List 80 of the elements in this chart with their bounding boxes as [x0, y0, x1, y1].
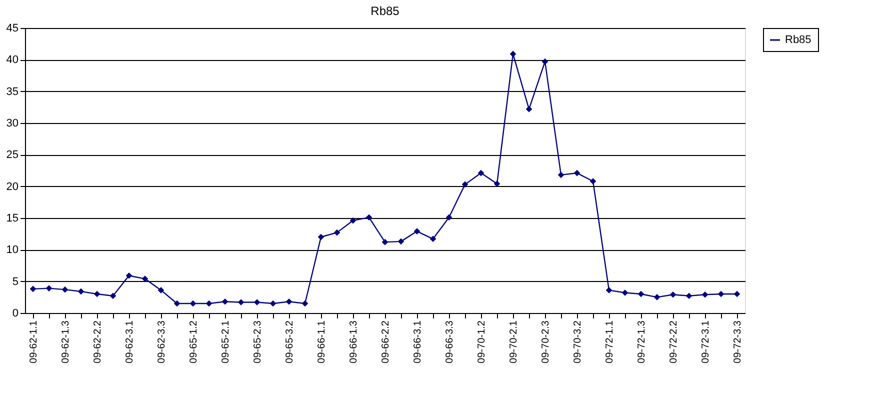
x-tick-label: 09-65-2.3 [252, 320, 264, 364]
point [30, 286, 36, 292]
point [510, 50, 516, 58]
x-tick-label: 09-66-3.1 [412, 320, 424, 364]
x-tick-label: 09-72-3.3 [732, 320, 744, 364]
point [590, 178, 596, 184]
x-tick-label: 09-72-1.3 [636, 320, 648, 364]
y-tick-label: 10 [6, 244, 18, 256]
point [478, 170, 484, 176]
point [542, 58, 548, 65]
point [398, 238, 404, 245]
x-tick-label: 09-72-2.2 [668, 320, 680, 364]
point [190, 300, 196, 307]
x-tick-label: 09-66-2.2 [380, 320, 392, 364]
x-tick-label: 09-62-3.3 [156, 320, 168, 364]
point [270, 300, 276, 307]
point [334, 229, 340, 236]
point [62, 286, 68, 293]
point [78, 288, 84, 295]
y-tick-label: 15 [6, 212, 18, 224]
y-tick-label: 40 [6, 54, 18, 66]
x-tick-label: 09-66-1.3 [348, 320, 360, 364]
x-tick-label: 09-65-1.2 [188, 320, 200, 364]
x-tick-label: 09-70-1.2 [476, 320, 488, 364]
point [46, 285, 52, 292]
point [94, 290, 100, 298]
point [318, 234, 324, 240]
y-tick-label: 30 [6, 118, 18, 130]
point [670, 291, 676, 298]
point [238, 299, 244, 306]
x-tick-label: 09-72-1.1 [604, 320, 616, 364]
x-tick-label: 09-70-2.1 [508, 320, 520, 364]
point [462, 181, 468, 188]
point [366, 214, 372, 221]
point [302, 300, 308, 307]
point [734, 290, 740, 298]
x-tick-label: 09-62-3.1 [124, 320, 136, 364]
point [446, 214, 452, 221]
x-tick-label: 09-72-3.1 [700, 320, 712, 364]
point [702, 291, 708, 298]
point [526, 106, 532, 112]
point [110, 292, 116, 300]
x-tick-label: 09-65-2.1 [220, 320, 232, 364]
point [222, 298, 228, 305]
point [142, 276, 148, 282]
x-tick-label: 09-70-2.3 [540, 320, 552, 364]
y-tick-label: 0 [12, 308, 18, 320]
point [654, 294, 660, 300]
x-tick-label: 09-62-1.1 [28, 320, 40, 364]
y-tick-label: 35 [6, 86, 18, 98]
point [174, 300, 180, 307]
x-tick-label: 09-62-1.3 [60, 320, 72, 364]
x-tick-label: 09-66-1.1 [316, 320, 328, 364]
y-tick-label: 25 [6, 149, 18, 162]
point [622, 290, 628, 296]
x-tick-label: 09-70-3.2 [572, 320, 584, 364]
y-tick-label: 45 [6, 22, 18, 34]
point [574, 170, 580, 176]
point [286, 298, 292, 305]
point [126, 272, 132, 279]
point [494, 180, 500, 187]
point [254, 299, 260, 306]
point [638, 290, 644, 298]
legend-label: Rb85 [785, 34, 812, 46]
point [206, 300, 212, 307]
point [414, 228, 420, 234]
x-tick-label: 09-66-3.3 [444, 320, 456, 364]
point [558, 172, 564, 178]
point [158, 287, 164, 294]
point [606, 287, 612, 294]
y-tick-label: 20 [6, 180, 18, 193]
x-tick-label: 09-62-2.2 [92, 320, 104, 364]
point [686, 292, 692, 300]
y-tick-label: 5 [12, 276, 18, 288]
chart-title: Rb85 [370, 4, 400, 18]
point [350, 217, 356, 224]
x-tick-label: 09-65-3.2 [284, 320, 296, 364]
point [382, 238, 388, 246]
point [718, 290, 724, 298]
point [430, 236, 436, 242]
